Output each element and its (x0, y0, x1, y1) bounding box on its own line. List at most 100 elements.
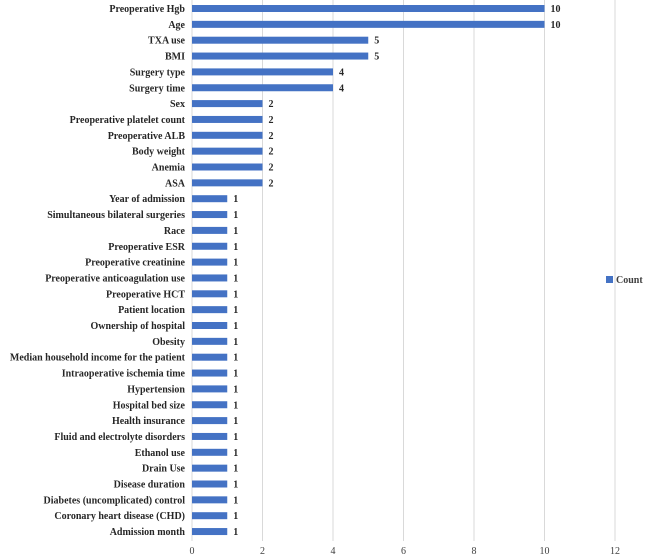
category-label: Intraoperative ischemia time (62, 369, 186, 380)
category-label: ASA (165, 178, 186, 189)
bars (192, 5, 545, 536)
category-label: Disease duration (114, 480, 186, 491)
category-label: Anemia (152, 163, 185, 174)
bar (192, 417, 228, 425)
x-tick-label: 4 (331, 546, 336, 557)
value-label: 5 (374, 36, 379, 47)
x-axis-ticks: 0 2 4 6 8 10 12 (190, 546, 621, 557)
category-label: Diabetes (uncomplicated) control (44, 495, 186, 506)
category-label: Health insurance (112, 416, 186, 427)
value-label: 10 (551, 4, 561, 15)
category-label: Preoperative ESR (108, 242, 186, 253)
category-label: Ethanol use (135, 448, 186, 459)
value-label: 1 (233, 511, 238, 522)
value-label: 1 (233, 448, 238, 459)
category-label: Fluid and electrolyte disorders (54, 432, 185, 443)
value-label: 2 (269, 99, 274, 110)
bar (192, 147, 263, 155)
value-label: 1 (233, 273, 238, 284)
x-tick-label: 8 (472, 546, 477, 557)
bar (192, 211, 228, 219)
value-label: 2 (269, 163, 274, 174)
bar (192, 290, 228, 298)
x-tick-label: 12 (610, 546, 620, 557)
category-label: Preoperative Hgb (109, 4, 185, 15)
legend-label: Count (616, 275, 643, 286)
category-label: Median household income for the patient (10, 353, 186, 364)
bar (192, 401, 228, 409)
value-labels: 10 10 5 5 4 4 2 2 2 2 2 2 1 1 1 1 1 1 1 1 1 1 1 1 1 1 1 1 1 1 1 1 1 1 (233, 4, 560, 538)
category-label: Year of admission (109, 194, 185, 205)
category-label: BMI (165, 52, 185, 63)
value-label: 1 (233, 480, 238, 491)
bar (192, 20, 545, 28)
value-label: 1 (233, 226, 238, 237)
bar (192, 448, 228, 456)
value-label: 1 (233, 369, 238, 380)
bar (192, 512, 228, 520)
bar (192, 258, 228, 266)
category-label: Preoperative ALB (108, 131, 186, 142)
bar (192, 306, 228, 314)
legend: Count (606, 275, 643, 286)
category-label: Drain Use (142, 464, 186, 475)
value-label: 2 (269, 131, 274, 142)
value-label: 1 (233, 337, 238, 348)
value-label: 1 (233, 416, 238, 427)
category-label: Ownership of hospital (91, 321, 186, 332)
value-label: 1 (233, 527, 238, 538)
bar (192, 496, 228, 504)
value-label: 1 (233, 321, 238, 332)
value-label: 1 (233, 400, 238, 411)
value-label: 2 (269, 115, 274, 126)
bar (192, 464, 228, 472)
value-label: 1 (233, 258, 238, 269)
bar (192, 163, 263, 171)
value-label: 1 (233, 194, 238, 205)
value-label: 2 (269, 178, 274, 189)
bar (192, 322, 228, 329)
bar (192, 242, 228, 250)
gridlines (191, 0, 616, 541)
category-label: TXA use (148, 36, 186, 47)
category-label: Patient location (118, 305, 185, 316)
category-label: Race (164, 226, 186, 237)
category-label: Hypertension (127, 384, 185, 395)
bar (192, 528, 228, 536)
bar (192, 480, 228, 488)
bar (192, 52, 369, 60)
bar (192, 36, 369, 44)
legend-swatch (606, 276, 613, 283)
category-label: Coronary heart disease (CHD) (54, 511, 185, 522)
category-label: Body weight (132, 147, 186, 158)
x-tick-label: 6 (401, 546, 406, 557)
value-label: 1 (233, 210, 238, 221)
value-label: 4 (339, 67, 344, 78)
category-label: Surgery type (130, 67, 186, 78)
category-label: Preoperative anticoagulation use (45, 273, 185, 284)
category-label: Surgery time (129, 83, 185, 94)
value-label: 1 (233, 305, 238, 316)
bar (192, 226, 228, 234)
value-label: 1 (233, 384, 238, 395)
value-label: 10 (551, 20, 561, 31)
bar (192, 68, 333, 76)
value-label: 1 (233, 495, 238, 506)
bar (192, 100, 263, 108)
bar (192, 179, 263, 187)
bar (192, 353, 228, 361)
category-label: Simultaneous bilateral surgeries (47, 210, 185, 221)
bar (192, 274, 228, 282)
x-tick-label: 10 (540, 546, 550, 557)
value-label: 2 (269, 147, 274, 158)
bar (192, 115, 263, 123)
bar (192, 385, 228, 393)
bar (192, 131, 263, 139)
bar (192, 369, 228, 377)
value-label: 1 (233, 242, 238, 253)
category-label: Sex (170, 99, 185, 110)
x-tick-label: 0 (190, 546, 195, 557)
value-label: 1 (233, 464, 238, 475)
bar (192, 432, 228, 440)
